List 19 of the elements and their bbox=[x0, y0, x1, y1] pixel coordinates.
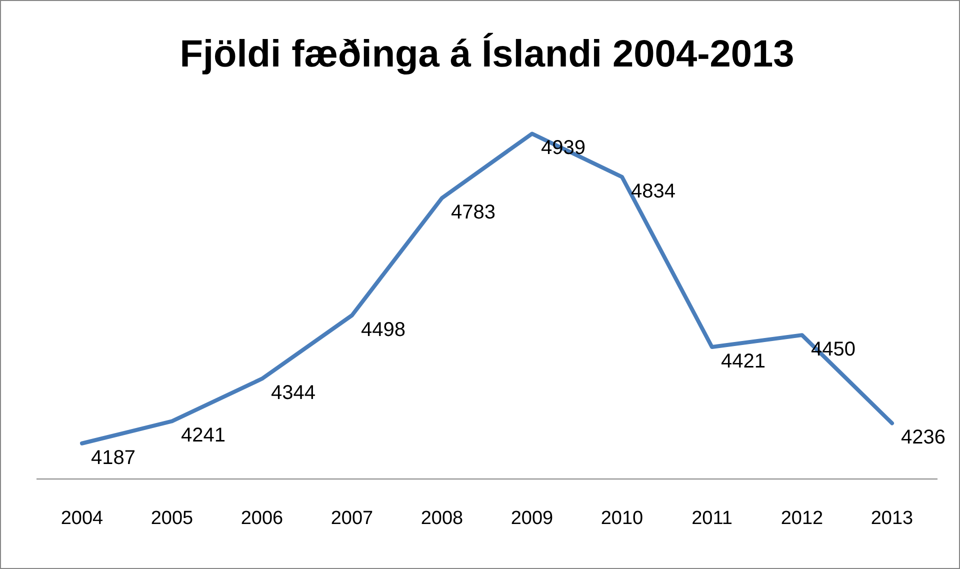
x-tick-label: 2013 bbox=[870, 508, 914, 529]
x-tick-label: 2006 bbox=[240, 508, 284, 529]
data-label: 4498 bbox=[361, 318, 406, 341]
x-tick-label: 2008 bbox=[420, 508, 464, 529]
data-label: 4236 bbox=[901, 426, 946, 449]
data-label: 4344 bbox=[271, 382, 316, 404]
data-label: 4187 bbox=[91, 446, 136, 469]
x-tick-label: 2007 bbox=[330, 508, 374, 529]
data-label: 4421 bbox=[721, 350, 766, 373]
chart-title: Fjöldi fæðinga á Íslandi 2004-2013 bbox=[180, 32, 794, 76]
x-tick-label: 2011 bbox=[692, 508, 732, 529]
x-tick-label: 2012 bbox=[780, 508, 824, 529]
x-tick-label: 2004 bbox=[60, 508, 104, 529]
x-tick-label: 2005 bbox=[150, 508, 194, 529]
data-label: 4241 bbox=[181, 424, 226, 447]
x-tick-label: 2010 bbox=[600, 508, 644, 529]
data-label: 4834 bbox=[631, 180, 676, 202]
x-tick-label: 2009 bbox=[510, 508, 554, 529]
data-label: 4783 bbox=[451, 201, 496, 224]
